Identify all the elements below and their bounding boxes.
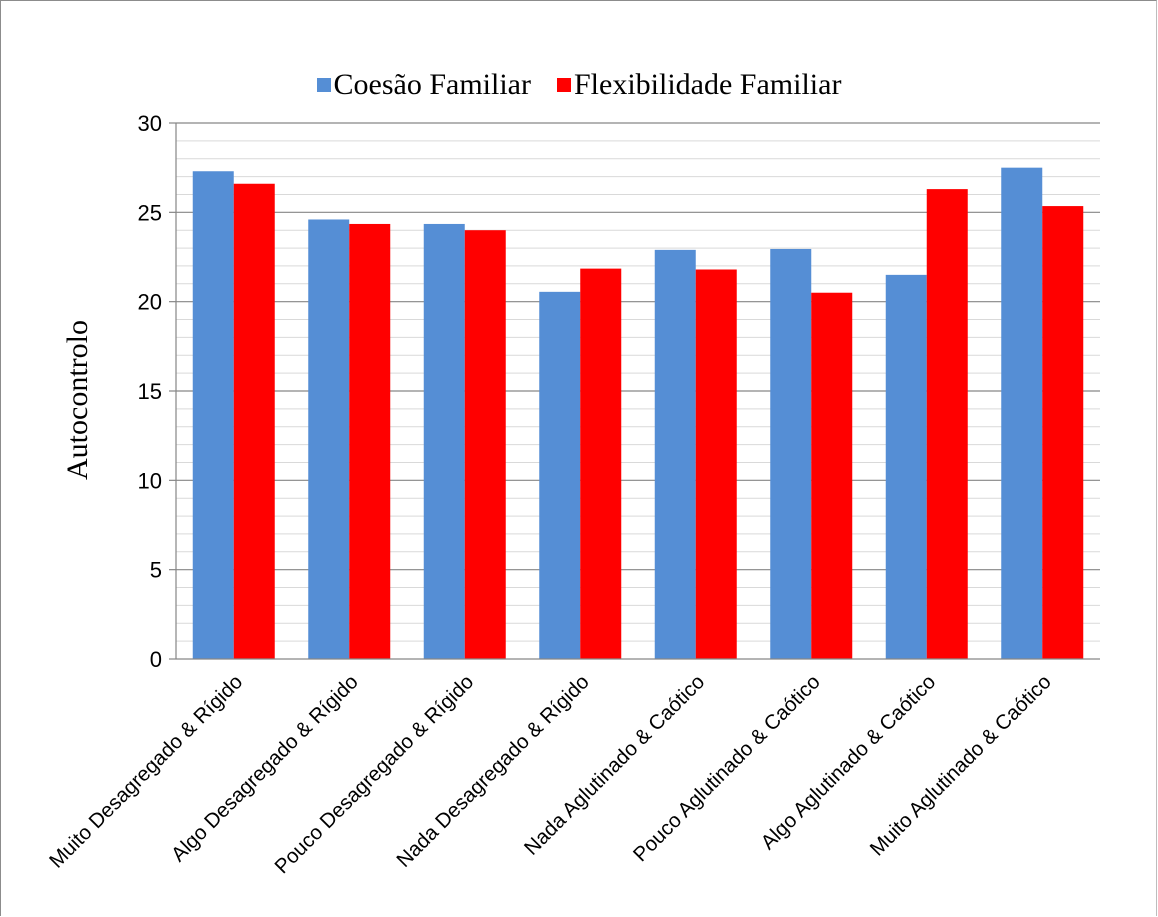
- y-axis-label: Autocontrolo: [61, 320, 94, 480]
- x-tick-label: Pouco Desagregado & Rígido: [270, 670, 478, 878]
- axes: [175, 123, 1100, 660]
- legend-item-flexibilidade: Flexibilidade Familiar: [557, 68, 841, 102]
- x-tick-label: Pouco Aglutinado & Caótico: [629, 670, 825, 866]
- bar-flexibilidade: [1042, 206, 1084, 659]
- x-tick-label: Nada Desagregado & Rígido: [392, 670, 594, 872]
- bar-flexibilidade: [926, 189, 968, 659]
- y-tick-label: 25: [138, 200, 162, 225]
- bar-coesao: [1001, 167, 1043, 659]
- legend-swatch-coesao: [316, 78, 331, 92]
- y-tick-label: 20: [138, 290, 162, 315]
- bar-coesao: [539, 291, 581, 659]
- y-tick-label: 5: [150, 558, 162, 583]
- bar-coesao: [654, 249, 696, 659]
- y-tick-label: 10: [138, 468, 162, 493]
- x-tick-label: Muito Aglutinado & Caótico: [865, 670, 1055, 860]
- y-tick-labels: 0 5 10 15 20 25 30: [138, 111, 162, 672]
- bar-flexibilidade: [464, 230, 506, 659]
- x-tick-label: Muito Desagregado & Rígido: [45, 670, 247, 872]
- bar-flexibilidade: [233, 183, 275, 659]
- bar-flexibilidade: [811, 292, 853, 659]
- legend-item-coesao: Coesão Familiar: [316, 68, 531, 102]
- bar-coesao: [423, 223, 465, 660]
- y-tick-label: 30: [138, 111, 162, 136]
- bar-coesao: [192, 171, 234, 660]
- bar-flexibilidade: [580, 268, 622, 659]
- legend: Coesão Familiar Flexibilidade Familiar: [0, 68, 1158, 102]
- bar-flexibilidade: [349, 223, 391, 660]
- y-tick-label: 0: [150, 647, 162, 672]
- bar-coesao: [885, 274, 927, 659]
- x-tick-label: Algo Desagregado & Rígido: [167, 670, 363, 866]
- bar-coesao: [308, 219, 350, 660]
- legend-label-flexibilidade: Flexibilidade Familiar: [574, 68, 842, 101]
- bar-coesao: [770, 248, 812, 659]
- bars: [192, 167, 1084, 660]
- y-tick-label: 15: [138, 379, 162, 404]
- bar-flexibilidade: [695, 269, 737, 659]
- legend-swatch-flexibilidade: [557, 78, 571, 92]
- legend-label-coesao: Coesão Familiar: [333, 68, 531, 101]
